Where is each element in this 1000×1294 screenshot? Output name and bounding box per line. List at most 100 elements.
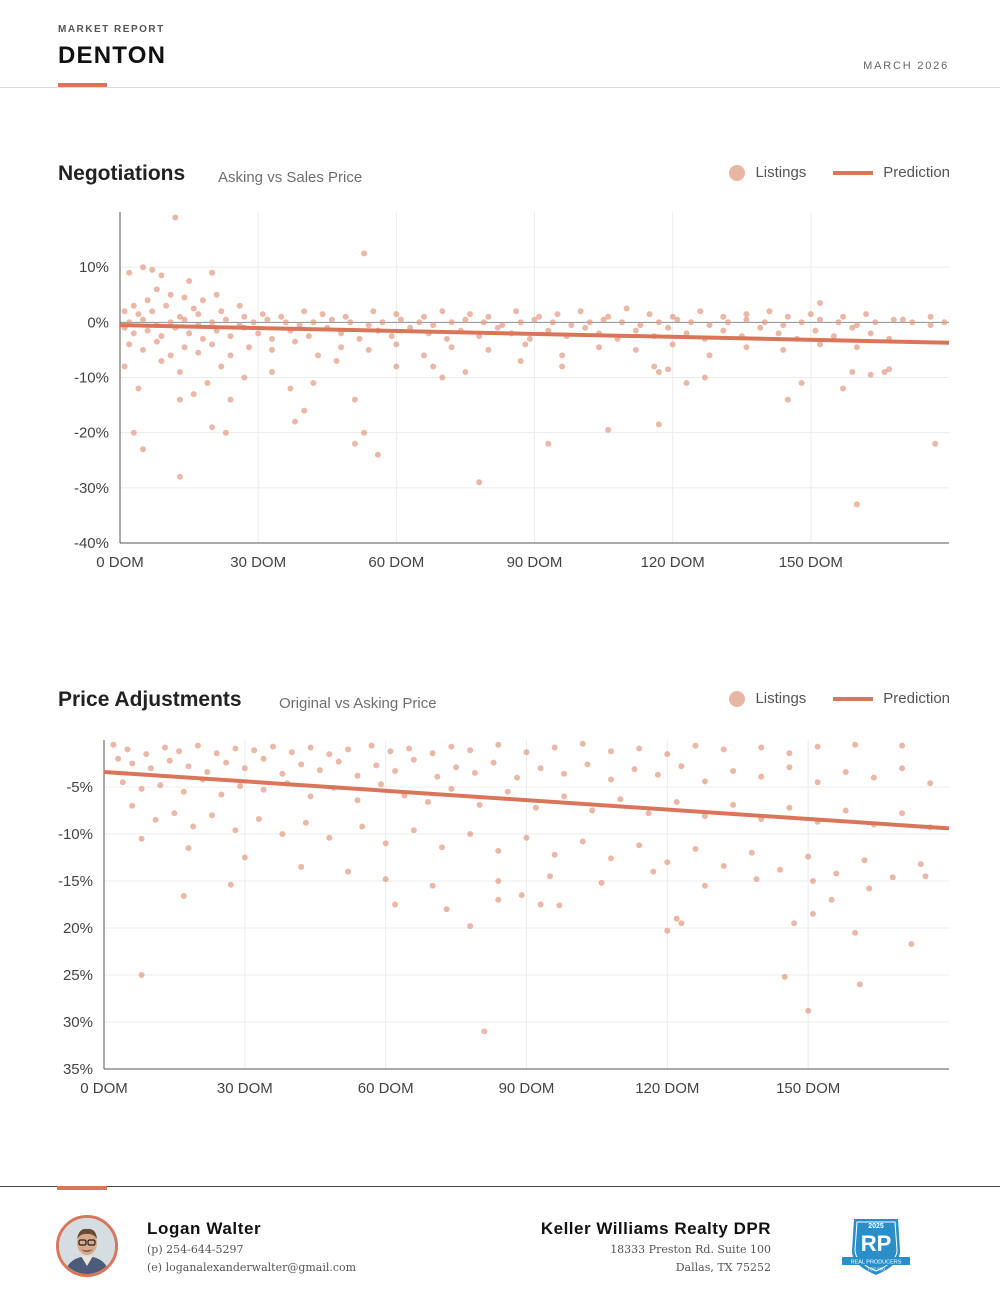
listing-point bbox=[345, 868, 352, 875]
listing-point bbox=[140, 446, 146, 453]
listing-point bbox=[775, 330, 782, 337]
listing-point bbox=[195, 349, 202, 356]
listing-point bbox=[301, 308, 308, 315]
listing-point bbox=[121, 308, 128, 315]
y-tick-label: 35% bbox=[63, 1061, 93, 1078]
listing-point bbox=[842, 807, 849, 814]
listing-point bbox=[365, 322, 372, 329]
prediction-legend-marker bbox=[833, 170, 874, 175]
x-tick-label: 150 DOM bbox=[779, 554, 843, 571]
city-title: DENTON bbox=[58, 42, 167, 69]
listing-point bbox=[757, 324, 764, 331]
y-tick-label: -10% bbox=[74, 370, 109, 387]
x-tick-label: 60 DOM bbox=[368, 554, 424, 571]
listing-point bbox=[786, 764, 793, 771]
listing-point bbox=[692, 846, 699, 852]
listing-point bbox=[867, 371, 874, 378]
listing-point bbox=[443, 906, 450, 913]
listing-point bbox=[326, 751, 333, 758]
listing-point bbox=[444, 335, 450, 342]
y-tick-label: 30% bbox=[63, 1014, 93, 1031]
listing-point bbox=[786, 804, 793, 811]
listing-point bbox=[608, 776, 614, 783]
listing-point bbox=[637, 322, 644, 329]
listing-point bbox=[582, 324, 589, 331]
report-date: MARCH 2026 bbox=[863, 60, 949, 72]
x-tick-label: 30 DOM bbox=[230, 554, 286, 571]
listing-point bbox=[241, 854, 248, 861]
listing-point bbox=[180, 893, 187, 899]
listing-point bbox=[828, 896, 835, 903]
listing-point bbox=[181, 316, 188, 323]
listing-point bbox=[421, 313, 427, 320]
listing-point bbox=[922, 873, 929, 880]
listing-point bbox=[176, 473, 183, 480]
listing-point bbox=[130, 302, 137, 309]
listing-point bbox=[421, 352, 427, 359]
listings-legend-marker bbox=[729, 164, 746, 181]
listing-point bbox=[673, 799, 680, 805]
listing-point bbox=[890, 316, 897, 323]
listing-point bbox=[608, 748, 614, 755]
footer-accent-bar bbox=[57, 1186, 107, 1190]
listing-point bbox=[701, 882, 708, 889]
listing-point bbox=[255, 816, 262, 822]
listing-point bbox=[176, 396, 183, 403]
listing-point bbox=[549, 319, 556, 326]
listing-point bbox=[368, 742, 375, 749]
listing-point bbox=[227, 881, 234, 888]
y-tick-label: 25% bbox=[63, 967, 93, 984]
listing-point bbox=[361, 429, 368, 436]
agent-phone: (p) 254-644-5297 bbox=[147, 1243, 244, 1256]
y-tick-label: -40% bbox=[74, 535, 109, 552]
listing-point bbox=[406, 745, 413, 752]
listing-point bbox=[209, 341, 216, 348]
listing-point bbox=[190, 391, 197, 398]
listing-point bbox=[758, 744, 765, 751]
listing-point bbox=[307, 744, 314, 751]
real-producers-badge: 2025 RP REAL PRODUCERS TOP 500 bbox=[842, 1219, 910, 1275]
listing-point bbox=[683, 380, 690, 386]
listing-point bbox=[424, 799, 431, 805]
listing-point bbox=[636, 745, 643, 752]
listing-point bbox=[140, 346, 146, 353]
listing-point bbox=[600, 316, 607, 323]
listing-point bbox=[665, 324, 672, 331]
listing-point bbox=[545, 440, 552, 447]
listing-point bbox=[537, 901, 544, 908]
listing-point bbox=[941, 319, 948, 326]
listing-point bbox=[513, 308, 520, 315]
listing-point bbox=[237, 783, 244, 790]
listing-point bbox=[119, 779, 126, 786]
listing-point bbox=[232, 827, 239, 834]
listing-point bbox=[758, 773, 765, 780]
listing-point bbox=[678, 763, 685, 770]
listing-point bbox=[209, 269, 216, 276]
listing-point bbox=[209, 319, 216, 326]
listing-point bbox=[561, 793, 568, 800]
y-tick-label: -5% bbox=[66, 779, 93, 796]
listing-point bbox=[373, 762, 380, 769]
listing-point bbox=[853, 344, 860, 351]
listing-point bbox=[439, 844, 445, 851]
listing-point bbox=[743, 344, 750, 351]
y-tick-label: 20% bbox=[63, 920, 93, 937]
listing-point bbox=[495, 878, 502, 884]
badge-year: 2025 bbox=[868, 1223, 884, 1230]
listing-point bbox=[518, 892, 525, 899]
listing-point bbox=[269, 335, 275, 342]
listing-point bbox=[899, 765, 906, 772]
listing-point bbox=[370, 308, 377, 315]
footer-divider bbox=[0, 1186, 1000, 1187]
listing-point bbox=[692, 742, 699, 749]
listing-point bbox=[495, 847, 502, 854]
listing-point bbox=[310, 380, 317, 386]
listing-point bbox=[167, 352, 174, 359]
listing-point bbox=[495, 741, 502, 748]
listing-point bbox=[448, 344, 455, 351]
listing-point bbox=[135, 311, 142, 318]
listing-point bbox=[867, 330, 874, 337]
listing-point bbox=[467, 747, 474, 754]
listing-point bbox=[551, 744, 558, 751]
listing-point bbox=[589, 807, 596, 814]
